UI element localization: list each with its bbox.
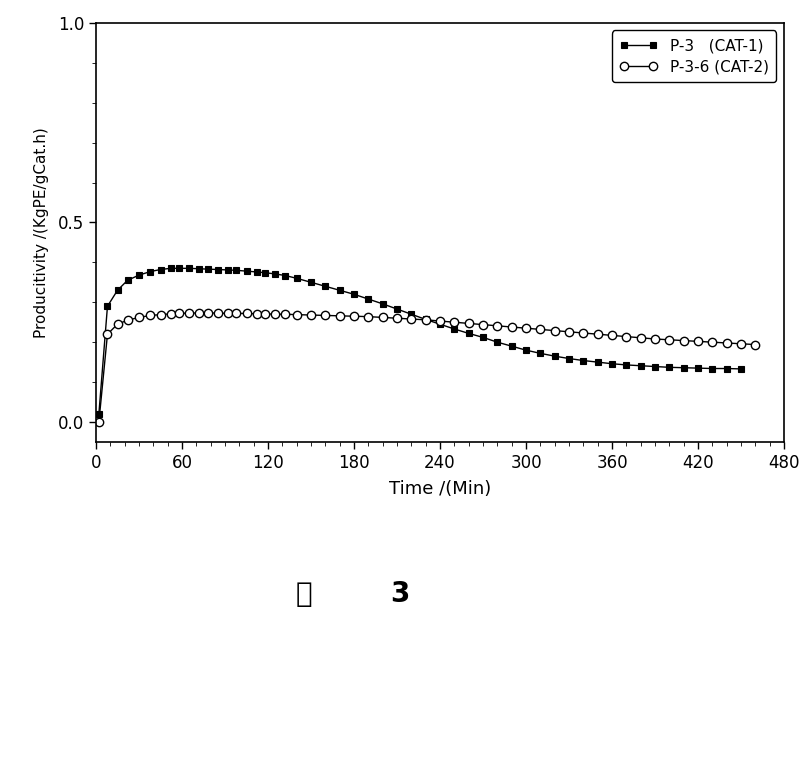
P-3-6 (CAT-2) [750, 340, 760, 349]
P-3   (CAT-1) [94, 409, 104, 418]
P-3   (CAT-1) [363, 294, 373, 303]
Line: P-3-6 (CAT-2): P-3-6 (CAT-2) [94, 309, 759, 426]
P-3   (CAT-1) [493, 338, 502, 347]
Text: 图: 图 [296, 581, 312, 608]
P-3-6 (CAT-2) [493, 322, 502, 331]
Line: P-3   (CAT-1): P-3 (CAT-1) [95, 265, 745, 418]
P-3   (CAT-1) [693, 363, 703, 373]
P-3   (CAT-1) [280, 271, 290, 280]
P-3   (CAT-1) [736, 364, 746, 373]
P-3-6 (CAT-2) [450, 318, 459, 327]
P-3   (CAT-1) [166, 264, 175, 273]
P-3-6 (CAT-2) [464, 319, 474, 328]
P-3-6 (CAT-2) [242, 309, 251, 318]
X-axis label: Time /(Min): Time /(Min) [389, 480, 491, 498]
Y-axis label: Producitivity /(KgPE/gCat.h): Producitivity /(KgPE/gCat.h) [34, 127, 50, 338]
P-3-6 (CAT-2) [94, 418, 104, 427]
P-3-6 (CAT-2) [593, 330, 602, 339]
P-3   (CAT-1) [464, 329, 474, 338]
P-3-6 (CAT-2) [679, 336, 689, 345]
P-3   (CAT-1) [134, 271, 144, 280]
P-3-6 (CAT-2) [184, 309, 194, 318]
Text: 3: 3 [390, 581, 410, 608]
Legend: P-3   (CAT-1), P-3-6 (CAT-2): P-3 (CAT-1), P-3-6 (CAT-2) [612, 30, 776, 82]
